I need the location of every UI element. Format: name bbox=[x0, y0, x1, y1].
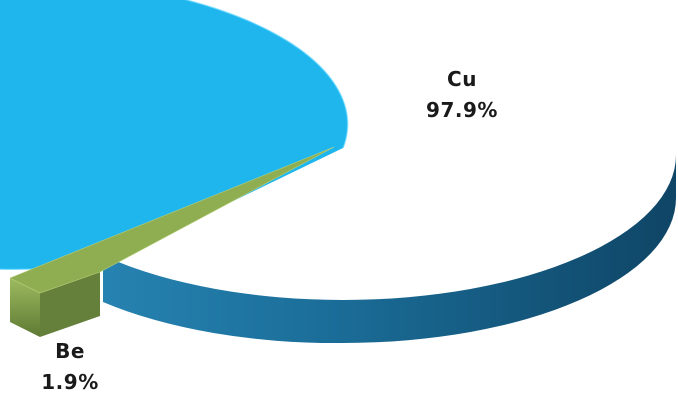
slice-label-be-value: 1.9% bbox=[41, 370, 98, 394]
pie-slice-be bbox=[9, 146, 335, 294]
slice-label-be-name: Be bbox=[55, 339, 85, 363]
pie-slice-cu bbox=[0, 0, 348, 270]
pie-slice-cu-edge bbox=[0, 0, 349, 270]
pie-slice-be-side bbox=[40, 272, 100, 337]
slice-label-cu-name: Cu bbox=[447, 67, 477, 91]
pie-slice-be-front bbox=[10, 278, 40, 337]
pie-slice-cu-side bbox=[10, 155, 676, 344]
slice-label-cu-value: 97.9% bbox=[426, 98, 498, 122]
